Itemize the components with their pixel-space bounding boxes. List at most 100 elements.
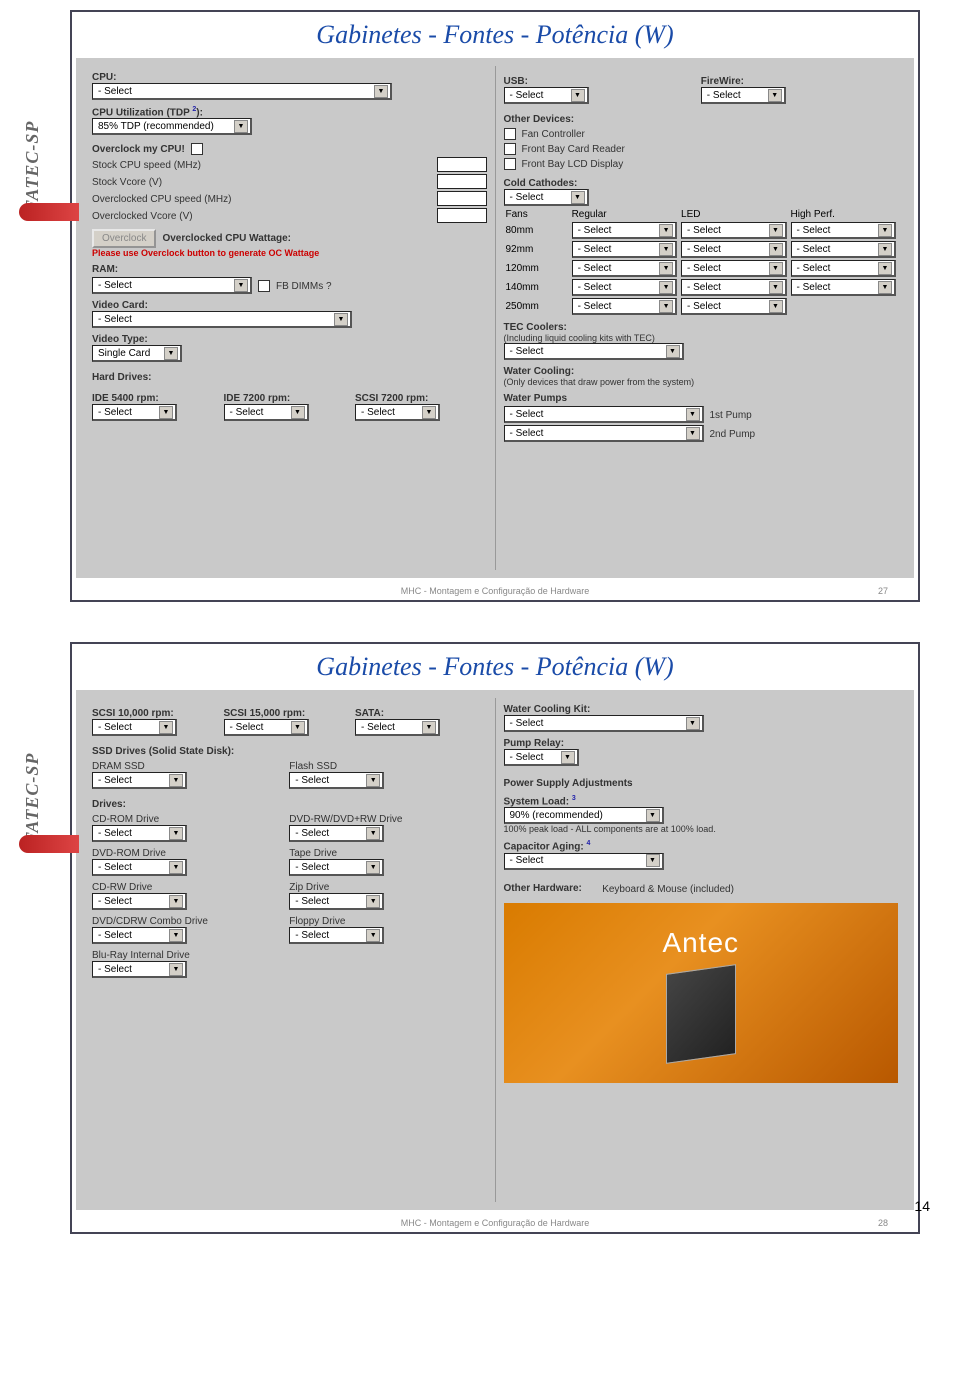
cpu-util-select[interactable]: 85% TDP (recommended)▼ (92, 118, 252, 135)
sys-load-note: 100% peak load - ALL components are at 1… (504, 824, 899, 834)
ram-label: RAM: (92, 264, 487, 275)
hard-drives-label: Hard Drives: (92, 372, 487, 383)
fan-80-led-select[interactable]: - Select▼ (681, 222, 786, 239)
ssd-label: SSD Drives (Solid State Disk): (92, 746, 487, 757)
stock-vcore-input[interactable] (437, 174, 487, 189)
combo-select[interactable]: - Select▼ (92, 927, 187, 944)
fan-80-hp-select[interactable]: - Select▼ (791, 222, 897, 239)
chevron-down-icon: ▼ (571, 89, 585, 102)
dvdrw-select[interactable]: - Select▼ (289, 825, 384, 842)
scsi15-select[interactable]: - Select▼ (224, 719, 309, 736)
zip-label: Zip Drive (289, 882, 329, 893)
overclock-button[interactable]: Overclock (92, 229, 156, 248)
fan-140-led-select[interactable]: - Select▼ (681, 279, 786, 296)
slide-title: Gabinetes - Fontes - Potência (W) (72, 644, 918, 686)
ram-select[interactable]: - Select▼ (92, 277, 252, 294)
fans-table: FansRegularLEDHigh Perf. 80mm- Select▼- … (504, 208, 899, 316)
fan-140-regular-select[interactable]: - Select▼ (572, 279, 677, 296)
firewire-select[interactable]: - Select▼ (701, 87, 786, 104)
fan-92-led-select[interactable]: - Select▼ (681, 241, 786, 258)
chevron-down-icon: ▼ (374, 85, 388, 98)
video-type-label: Video Type: (92, 334, 487, 345)
chevron-down-icon: ▼ (646, 854, 660, 867)
oc-vcore-label: Overclocked Vcore (V) (92, 211, 193, 222)
chevron-down-icon: ▼ (159, 406, 173, 419)
ide54-select[interactable]: - Select▼ (92, 404, 177, 421)
fan-120-regular-select[interactable]: - Select▼ (572, 260, 677, 277)
scsi15-label: SCSI 15,000 rpm: (224, 708, 356, 719)
fan-92-regular-select[interactable]: - Select▼ (572, 241, 677, 258)
oc-vcore-input[interactable] (437, 208, 487, 223)
fan-120-led-select[interactable]: - Select▼ (681, 260, 786, 277)
tec-sub: (Including liquid cooling kits with TEC) (504, 333, 899, 343)
antec-logo: Antec (662, 927, 739, 959)
video-card-select[interactable]: - Select▼ (92, 311, 352, 328)
chevron-down-icon: ▼ (878, 262, 892, 275)
zip-select[interactable]: - Select▼ (289, 893, 384, 910)
chevron-down-icon: ▼ (169, 827, 183, 840)
chevron-down-icon: ▼ (686, 408, 700, 421)
stock-speed-label: Stock CPU speed (MHz) (92, 160, 201, 171)
tape-label: Tape Drive (289, 848, 337, 859)
scsi72-label: SCSI 7200 rpm: (355, 393, 487, 404)
antec-product-image (666, 964, 736, 1064)
overclock-checkbox[interactable] (191, 143, 203, 155)
cdrw-select[interactable]: - Select▼ (92, 893, 187, 910)
cap-aging-select[interactable]: - Select▼ (504, 853, 664, 870)
scsi10-select[interactable]: - Select▼ (92, 719, 177, 736)
dvdrom-select[interactable]: - Select▼ (92, 859, 187, 876)
usb-label: USB: (504, 76, 701, 87)
pump1-select[interactable]: - Select▼ (504, 406, 704, 423)
floppy-select[interactable]: - Select▼ (289, 927, 384, 944)
tape-select[interactable]: - Select▼ (289, 859, 384, 876)
bluray-select[interactable]: - Select▼ (92, 961, 187, 978)
water-sub: (Only devices that draw power from the s… (504, 377, 899, 387)
overclock-my-label: Overclock my CPU! (92, 144, 185, 155)
bay-reader-checkbox[interactable] (504, 143, 516, 155)
flash-ssd-select[interactable]: - Select▼ (289, 772, 384, 789)
pump-relay-select[interactable]: - Select▼ (504, 749, 579, 766)
oc-speed-input[interactable] (437, 191, 487, 206)
chevron-down-icon: ▼ (366, 929, 380, 942)
stock-speed-input[interactable] (437, 157, 487, 172)
cpu-select[interactable]: - Select▼ (92, 83, 392, 100)
pump1-label: 1st Pump (710, 410, 752, 421)
fan-controller-checkbox[interactable] (504, 128, 516, 140)
scsi72-select[interactable]: - Select▼ (355, 404, 440, 421)
sys-load-select[interactable]: 90% (recommended)▼ (504, 807, 664, 824)
chevron-down-icon: ▼ (422, 406, 436, 419)
chevron-down-icon: ▼ (234, 279, 248, 292)
dram-ssd-select[interactable]: - Select▼ (92, 772, 187, 789)
video-type-select[interactable]: Single Card▼ (92, 345, 182, 362)
cold-cathodes-select[interactable]: - Select▼ (504, 189, 589, 206)
dram-ssd-label: DRAM SSD (92, 761, 145, 772)
chevron-down-icon: ▼ (561, 751, 575, 764)
ide72-label: IDE 7200 rpm: (224, 393, 356, 404)
chevron-down-icon: ▼ (686, 717, 700, 730)
ide72-select[interactable]: - Select▼ (224, 404, 309, 421)
fbdimms-checkbox[interactable] (258, 280, 270, 292)
chevron-down-icon: ▼ (164, 347, 178, 360)
tec-select[interactable]: - Select▼ (504, 343, 684, 360)
psu-adj-label: Power Supply Adjustments (504, 778, 899, 789)
antec-banner: Antec (504, 903, 899, 1083)
sata-select[interactable]: - Select▼ (355, 719, 440, 736)
floppy-label: Floppy Drive (289, 916, 345, 927)
fan-80-regular-select[interactable]: - Select▼ (572, 222, 677, 239)
other-devices-label: Other Devices: (504, 114, 899, 125)
fan-250-regular-select[interactable]: - Select▼ (572, 298, 677, 315)
pump2-select[interactable]: - Select▼ (504, 425, 704, 442)
other-hw-label: Other Hardware: (504, 883, 582, 894)
usb-select[interactable]: - Select▼ (504, 87, 589, 104)
fan-92-hp-select[interactable]: - Select▼ (791, 241, 897, 258)
water-kit-select[interactable]: - Select▼ (504, 715, 704, 732)
fan-120-hp-select[interactable]: - Select▼ (791, 260, 897, 277)
pump-relay-label: Pump Relay: (504, 738, 899, 749)
bay-lcd-checkbox[interactable] (504, 158, 516, 170)
chevron-down-icon: ▼ (878, 281, 892, 294)
chevron-down-icon: ▼ (769, 243, 783, 256)
fan-250-led-select[interactable]: - Select▼ (681, 298, 786, 315)
cdrom-select[interactable]: - Select▼ (92, 825, 187, 842)
chevron-down-icon: ▼ (169, 774, 183, 787)
fan-140-hp-select[interactable]: - Select▼ (791, 279, 897, 296)
